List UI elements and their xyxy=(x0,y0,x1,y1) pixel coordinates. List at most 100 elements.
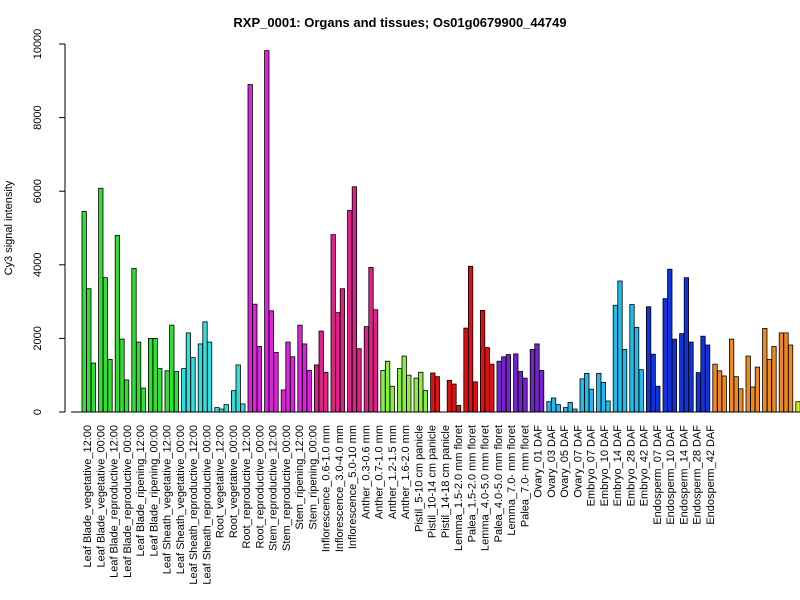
bar xyxy=(505,354,512,413)
bar xyxy=(190,357,196,413)
x-tick-label: Leaf Blade_ripening_00:00 xyxy=(148,425,160,557)
bar xyxy=(501,356,507,413)
bar xyxy=(638,369,644,413)
bar xyxy=(206,341,213,413)
bar xyxy=(301,343,308,413)
x-tick-label: Lemma_7.0- mm floret xyxy=(506,425,518,536)
bar xyxy=(214,407,220,413)
bar xyxy=(455,404,462,413)
bar xyxy=(313,364,320,413)
bar xyxy=(617,280,623,413)
x-tick-label: Lemma_4.0-5.0 mm floret xyxy=(480,425,492,551)
bar xyxy=(418,371,424,413)
x-tick-label: Embryo_42 DAF xyxy=(639,425,651,507)
x-tick-label: Endosperm_28 DAF xyxy=(692,425,704,525)
x-tick-label: Stem_ripening_12:00 xyxy=(294,425,306,530)
bar xyxy=(788,344,794,413)
x-tick-label: Leaf Blade_vegetative_00:00 xyxy=(95,425,107,568)
x-tick-label: Leaf Sheath_reproductive_12:00 xyxy=(188,425,200,585)
bar xyxy=(197,343,203,413)
bar xyxy=(567,402,573,413)
bar xyxy=(496,360,502,413)
x-tick-label: Ovary_07 DAF xyxy=(572,425,584,498)
x-tick-label: Stem_reproductive_00:00 xyxy=(281,425,293,551)
bar xyxy=(484,347,490,413)
bar xyxy=(695,372,702,413)
bar xyxy=(650,353,656,413)
x-tick-label: Anther_1.6-2.0 mm xyxy=(400,425,412,519)
bar xyxy=(717,370,723,413)
x-tick-label: Endosperm_42 DAF xyxy=(705,425,717,525)
x-tick-label: Pistil_5-10 cm panicle xyxy=(413,425,425,532)
x-tick-label: Leaf Sheath_vegetative_12:00 xyxy=(162,425,174,574)
x-tick-label: Pistil_10-14 cm panicle xyxy=(427,425,439,538)
bar xyxy=(86,288,92,413)
bar xyxy=(131,268,137,413)
bar xyxy=(147,337,154,413)
bar xyxy=(351,186,358,413)
x-tick-label: Anther_1.2-1.5 mm xyxy=(387,425,399,519)
bar xyxy=(240,403,246,413)
x-tick-label: Anther_0.3-0.6 mm xyxy=(360,425,372,519)
bar xyxy=(555,404,561,413)
x-tick-label: Inflorescence_5.0-10 mm xyxy=(347,425,359,549)
bar xyxy=(733,376,739,413)
x-tick-label: Embryo_10 DAF xyxy=(599,425,611,507)
bar xyxy=(472,381,478,413)
bar xyxy=(584,372,590,413)
bar xyxy=(546,401,552,413)
bar xyxy=(406,374,412,413)
bar xyxy=(721,375,727,413)
x-tick-label: Lemma_1.5-2.0 mm floret xyxy=(453,425,465,551)
bar xyxy=(683,277,690,413)
bar xyxy=(612,304,619,413)
x-tick-label: Palea_7.0- mm floret xyxy=(519,425,531,527)
x-tick-label: Embryo_14 DAF xyxy=(612,425,624,507)
bar xyxy=(463,327,469,413)
bar xyxy=(124,379,130,413)
bar xyxy=(297,324,303,413)
bar xyxy=(413,377,419,413)
bar xyxy=(102,277,108,413)
bar xyxy=(783,332,789,413)
x-tick-label: Leaf Sheath_vegetative_00:00 xyxy=(175,425,187,574)
x-tick-label: Leaf Blade_reproductive_00:00 xyxy=(122,425,134,578)
bar xyxy=(339,288,346,413)
bar xyxy=(185,332,191,413)
bar xyxy=(600,382,607,413)
bar xyxy=(563,407,569,413)
bar xyxy=(347,209,353,413)
x-tick-label: Inflorescence_3.0-4.0 mm xyxy=(334,425,346,552)
bar xyxy=(368,266,374,413)
bar xyxy=(268,310,275,413)
bar xyxy=(489,363,495,413)
bar xyxy=(551,397,557,413)
y-tick-label: 4000 xyxy=(32,253,44,277)
bar xyxy=(451,383,457,413)
bar xyxy=(766,358,773,413)
x-tick-label: Ovary_05 DAF xyxy=(559,425,571,498)
x-tick-label: Leaf Sheath_reproductive_00:00 xyxy=(201,425,213,585)
bar xyxy=(646,306,652,413)
bar xyxy=(264,50,270,413)
x-tick-label: Ovary_01 DAF xyxy=(533,425,545,498)
bar xyxy=(318,330,324,413)
x-tick-label: Palea_4.0-5.0 mm floret xyxy=(493,425,505,542)
y-tick-label: 2000 xyxy=(32,326,44,350)
x-tick-label: Endosperm_07 DAF xyxy=(652,425,664,525)
bar xyxy=(164,370,170,413)
bar xyxy=(622,349,628,413)
x-tick-label: Root_vegetative_12:00 xyxy=(215,425,227,538)
bar xyxy=(119,338,125,413)
bar xyxy=(745,355,751,413)
bar xyxy=(114,234,120,413)
bar xyxy=(446,379,453,413)
bar xyxy=(688,341,694,413)
bar xyxy=(306,370,312,413)
bar xyxy=(202,321,208,413)
bar xyxy=(762,328,768,413)
bar xyxy=(430,372,436,413)
bar xyxy=(705,344,711,413)
